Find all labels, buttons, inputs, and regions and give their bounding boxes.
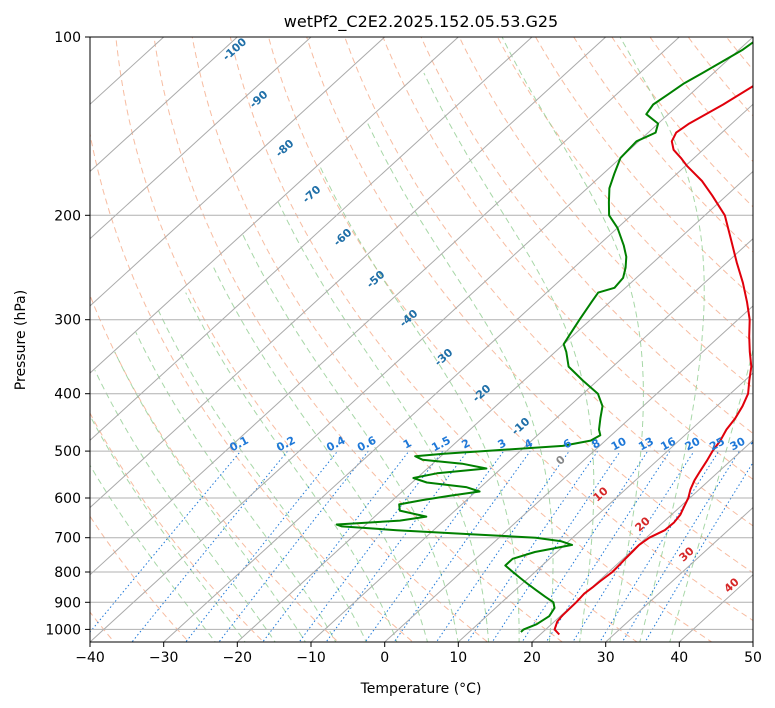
moist-adiabat-line: [319, 165, 520, 642]
isotherm-line: [90, 37, 238, 173]
x-tick-label: −40: [75, 650, 105, 666]
x-tick-label: 10: [449, 650, 467, 666]
isotherm-line: [90, 37, 386, 307]
isotherm-line: [90, 37, 312, 240]
isotherm-line: [457, 372, 753, 642]
dry-adiabat-line: [90, 293, 339, 642]
y-axis-label: Pressure (hPa): [13, 290, 29, 390]
moist-adiabat-line: [277, 201, 490, 642]
dry-adiabat-line: [90, 412, 265, 642]
x-tick-label: 40: [670, 650, 688, 666]
mixing-ratio-label: 16: [658, 435, 678, 454]
moist-adiabat-line: [501, 37, 644, 642]
x-axis-ticks: −40 −30 −20 −10 0 10 20 30 40 50: [75, 642, 762, 666]
y-tick-label: 400: [54, 387, 81, 403]
isotherm-line: [90, 37, 680, 576]
y-tick-label: 700: [54, 531, 81, 547]
temperature-profile-line: [553, 85, 753, 636]
mixing-ratio-label: 13: [636, 435, 656, 454]
x-axis-label: Temperature (°C): [360, 681, 482, 697]
mixing-ratio-label: 36: [749, 435, 769, 454]
skewed-isotherms: [90, 37, 753, 642]
y-tick-label: 300: [54, 313, 81, 329]
moist-adiabat-line: [242, 233, 459, 642]
moist-adiabat-line: [158, 310, 367, 642]
y-axis-ticks: 100 200 300 400 500 600 700 800 900 1000: [45, 30, 90, 638]
y-tick-label: 1000: [45, 622, 81, 638]
dry-adiabat-line: [153, 37, 564, 642]
y-tick-label: 100: [54, 30, 81, 46]
dry-adiabat-line: [420, 37, 753, 435]
moist-adiabat-line: [423, 72, 595, 642]
dry-adiabat-line: [754, 24, 775, 654]
isotherm-line: [384, 305, 753, 642]
x-tick-label: 20: [523, 650, 541, 666]
x-tick-label: 50: [744, 650, 762, 666]
dry-adiabat-line: [90, 131, 414, 642]
moist-adiabat-line: [90, 414, 246, 642]
isotherm-line: [90, 37, 533, 442]
mixing-ratio-label: 10: [609, 435, 629, 454]
isotherm-line: [236, 170, 753, 642]
moist-adiabat-line: [114, 351, 307, 642]
dry-adiabat-line: [191, 37, 638, 642]
isotherm-line: [310, 237, 753, 642]
isotherm-line: [605, 506, 753, 642]
dry-adiabat-line: [573, 37, 753, 253]
x-tick-label: 30: [597, 650, 615, 666]
sounding-profiles: [335, 41, 753, 636]
isotherm-line: [90, 37, 607, 509]
chart-title: wetPf2_C2E2.2025.152.05.53.G25: [284, 12, 558, 32]
mixing-ratio-label: 25: [707, 435, 727, 454]
y-tick-label: 600: [54, 491, 81, 507]
pressure-gridlines: [90, 37, 753, 630]
isotherm-line: [531, 439, 753, 642]
x-tick-label: −20: [223, 650, 253, 666]
x-tick-label: 0: [380, 650, 389, 666]
plot-frame: [89, 36, 754, 643]
moist-adiabat-line: [90, 464, 216, 642]
y-tick-label: 500: [54, 444, 81, 460]
y-tick-label: 800: [54, 565, 81, 581]
mixing-ratio-label: 20: [683, 435, 703, 454]
y-tick-label: 900: [54, 595, 81, 611]
isotherm-line: [90, 37, 459, 374]
dewpoint-profile-line: [335, 41, 753, 633]
dry-adiabat-line: [458, 37, 753, 389]
x-tick-label: −10: [296, 650, 326, 666]
isotherm-line: [163, 103, 753, 642]
isotherm-line: [752, 641, 753, 642]
dry-adiabat-line: [382, 37, 753, 481]
moist-adiabat-line: [135, 331, 337, 642]
dry-adiabat-line: [268, 37, 753, 622]
dry-adiabat-line: [306, 37, 753, 574]
x-tick-label: −30: [149, 650, 179, 666]
mixing-ratio-label: 30: [728, 435, 748, 454]
y-tick-label: 200: [54, 208, 81, 224]
dry-adiabat-line: [115, 37, 489, 642]
